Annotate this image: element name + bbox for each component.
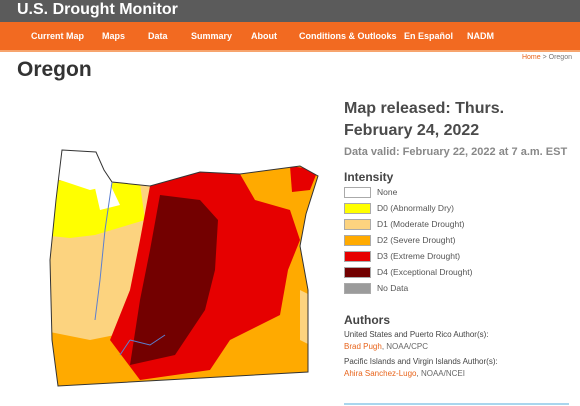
legend-swatch [344, 202, 371, 214]
header: U.S. Drought Monitor [0, 0, 580, 22]
nav-item[interactable]: Current Map [31, 31, 85, 41]
legend-label: D2 (Severe Drought) [377, 235, 456, 245]
nav-item[interactable]: Summary [191, 31, 233, 41]
author-affiliation: , NOAA/NCEI [416, 369, 465, 378]
author-name[interactable]: Brad Pugh [344, 342, 382, 351]
legend-item: None [344, 184, 569, 200]
legend-swatch [344, 282, 371, 294]
legend-swatch [344, 250, 371, 262]
divider [344, 403, 569, 405]
author-heading: United States and Puerto Rico Author(s): [344, 330, 489, 339]
breadcrumb: Home > Oregon [522, 54, 572, 61]
legend-label: D4 (Exceptional Drought) [377, 267, 473, 277]
legend: None D0 (Abnormally Dry) D1 (Moderate Drou… [344, 184, 569, 296]
legend-swatch [344, 218, 371, 230]
legend-label: D3 (Extreme Drought) [377, 251, 461, 261]
site-title[interactable]: U.S. Drought Monitor [17, 1, 178, 18]
author-heading: Pacific Islands and Virgin Islands Autho… [344, 357, 498, 366]
legend-item: D4 (Exceptional Drought) [344, 264, 569, 280]
nav-bar: Current Map Maps Data Summary About Condition… [0, 22, 580, 52]
legend-item: D2 (Severe Drought) [344, 232, 569, 248]
legend-item: D3 (Extreme Drought) [344, 248, 569, 264]
legend-item: D0 (Abnormally Dry) [344, 200, 569, 216]
nav-item[interactable]: En Español [404, 31, 454, 41]
nav-item[interactable]: About [251, 31, 277, 41]
page-title: Oregon [17, 58, 92, 81]
breadcrumb-current: > Oregon [542, 54, 572, 61]
data-valid: Data valid: February 22, 2022 at 7 a.m. … [344, 146, 568, 158]
authors: United States and Puerto Rico Author(s):… [344, 330, 569, 378]
nav-item[interactable]: Conditions & Outlooks [299, 31, 397, 41]
legend-label: No Data [377, 283, 409, 293]
legend-item: D1 (Moderate Drought) [344, 216, 569, 232]
nav-item[interactable]: NADM [467, 31, 494, 41]
author-affiliation: , NOAA/CPC [381, 342, 429, 351]
legend-label: None [377, 187, 398, 197]
info-panel: Map released: Thurs. February 24, 2022 D… [344, 98, 569, 384]
map-released: Map released: Thurs. February 24, 2022 [344, 100, 505, 139]
nav-item[interactable]: Maps [102, 31, 126, 41]
authors-title: Authors [344, 313, 390, 327]
legend-title: Intensity [344, 170, 394, 184]
legend-swatch [344, 234, 371, 246]
legend-swatch [344, 266, 371, 278]
legend-label: D1 (Moderate Drought) [377, 219, 465, 229]
author-line: Ahira Sanchez-Lugo, NOAA/NCEI [344, 369, 569, 378]
drought-map [49, 149, 319, 387]
breadcrumb-home[interactable]: Home [521, 54, 541, 61]
nav-item[interactable]: Data [148, 31, 168, 41]
author-name[interactable]: Ahira Sanchez-Lugo [344, 369, 417, 378]
legend-label: D0 (Abnormally Dry) [377, 203, 454, 213]
author-line: Brad Pugh, NOAA/CPC [344, 342, 569, 351]
legend-swatch [344, 186, 371, 198]
legend-item: No Data [344, 280, 569, 296]
